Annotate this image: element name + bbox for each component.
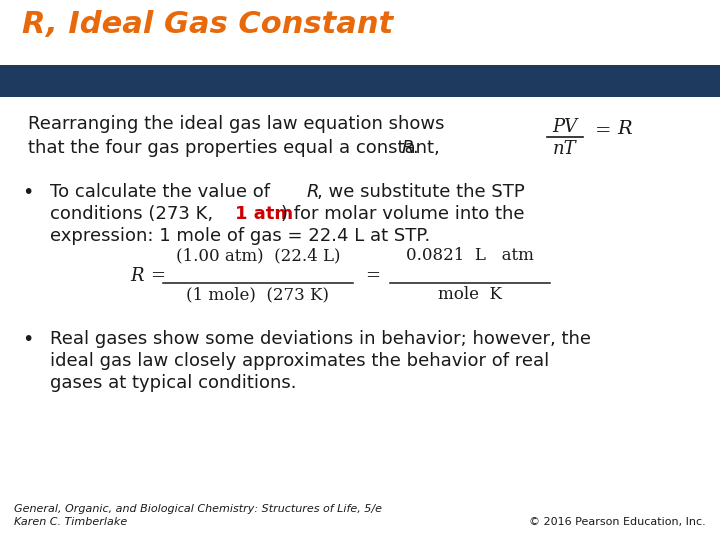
Text: =: = — [595, 122, 611, 140]
Text: To calculate the value of: To calculate the value of — [50, 183, 276, 201]
Text: that the four gas properties equal a constant,: that the four gas properties equal a con… — [28, 139, 446, 157]
Text: =: = — [150, 267, 165, 285]
Text: R, Ideal Gas Constant: R, Ideal Gas Constant — [22, 10, 393, 39]
Text: Rearranging the ideal gas law equation shows: Rearranging the ideal gas law equation s… — [28, 115, 444, 133]
Text: PV: PV — [552, 118, 577, 136]
Text: Real gases show some deviations in behavior; however, the: Real gases show some deviations in behav… — [50, 330, 591, 348]
Text: (1.00 atm)  (22.4 L): (1.00 atm) (22.4 L) — [176, 247, 341, 264]
Text: gases at typical conditions.: gases at typical conditions. — [50, 374, 297, 392]
Text: 1 atm: 1 atm — [235, 205, 293, 223]
Text: R: R — [130, 267, 143, 285]
Text: R: R — [617, 120, 631, 138]
Text: R: R — [402, 139, 415, 157]
Text: expression: 1 mole of gas = 22.4 L at STP.: expression: 1 mole of gas = 22.4 L at ST… — [50, 227, 431, 245]
Text: R: R — [307, 183, 320, 201]
Text: nT: nT — [553, 140, 577, 158]
Text: •: • — [22, 183, 33, 202]
Text: mole  K: mole K — [438, 286, 502, 303]
Text: (1 mole)  (273 K): (1 mole) (273 K) — [186, 286, 330, 303]
Text: 0.0821  L   atm: 0.0821 L atm — [406, 247, 534, 264]
Text: •: • — [22, 330, 33, 349]
Text: , we substitute the STP: , we substitute the STP — [317, 183, 525, 201]
Text: .: . — [412, 139, 418, 157]
Text: General, Organic, and Biological Chemistry: Structures of Life, 5/e
Karen C. Tim: General, Organic, and Biological Chemist… — [14, 504, 382, 527]
Text: conditions (273 K,: conditions (273 K, — [50, 205, 219, 223]
Text: ) for molar volume into the: ) for molar volume into the — [281, 205, 524, 223]
Text: =: = — [365, 267, 380, 285]
Text: ideal gas law closely approximates the behavior of real: ideal gas law closely approximates the b… — [50, 352, 549, 370]
Text: © 2016 Pearson Education, Inc.: © 2016 Pearson Education, Inc. — [529, 517, 706, 527]
Bar — [0, 65, 720, 97]
